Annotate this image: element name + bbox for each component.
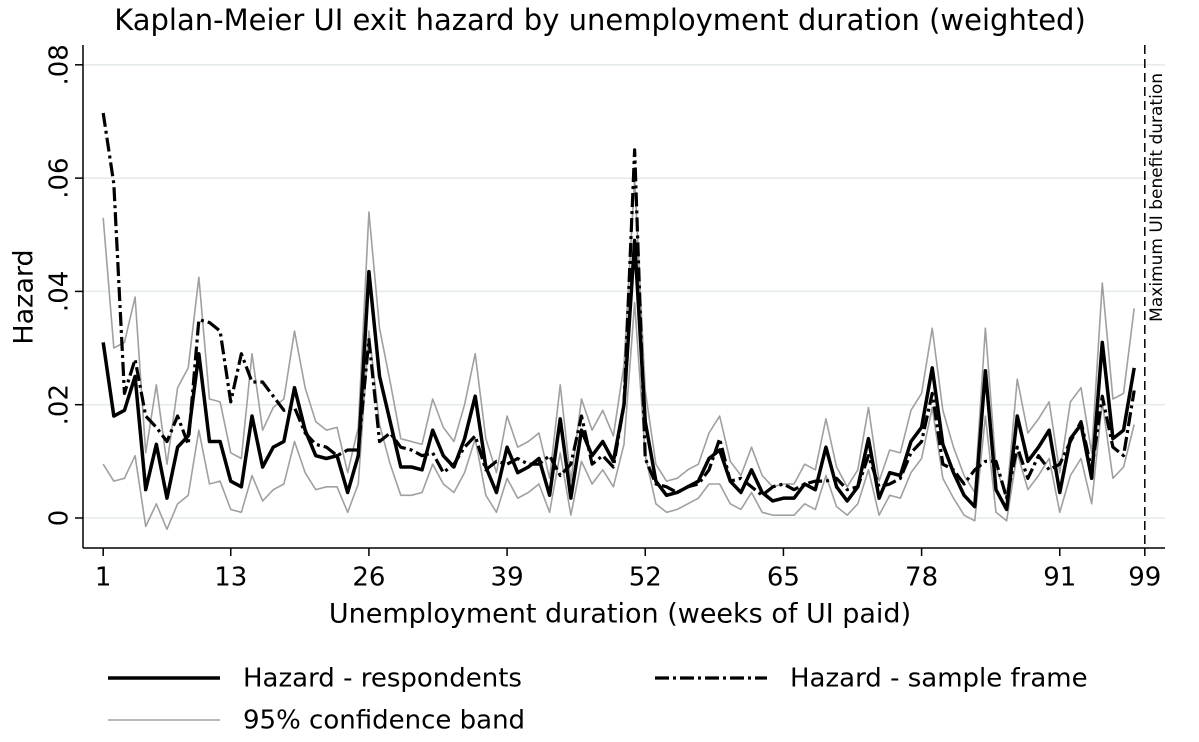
line (101, 238, 1136, 512)
y-tick-label: .02 (45, 384, 75, 425)
legend-label: Hazard - sample frame (790, 664, 1088, 694)
x-tick-label: 65 (767, 563, 800, 593)
x-tick-label: 13 (214, 563, 247, 593)
y-axis-label: Hazard (9, 249, 40, 344)
legend-label: 95% confidence band (243, 706, 525, 736)
band-upper (102, 177, 1135, 499)
band-lower (102, 301, 1135, 531)
x-tick-label: 78 (905, 563, 938, 593)
x-tick-label: 52 (629, 563, 662, 593)
y-tick-label: .08 (45, 44, 75, 85)
chart-title: Kaplan-Meier UI exit hazard by unemploym… (114, 3, 1086, 37)
x-axis-label: Unemployment duration (weeks of UI paid) (329, 599, 911, 630)
y-tick-label: .06 (45, 157, 75, 198)
y-tick-label: 0 (45, 510, 75, 527)
line (101, 112, 1136, 500)
x-tick-label: 91 (1043, 563, 1076, 593)
legend-label: Hazard - respondents (243, 664, 522, 694)
x-tick-label: 99 (1128, 563, 1161, 593)
annotation: Maximum UI benefit duration (1147, 73, 1167, 322)
x-tick-label: 39 (491, 563, 524, 593)
y-tick-label: .04 (45, 271, 75, 312)
x-tick-label: 1 (95, 563, 112, 593)
x-tick-label: 26 (352, 563, 385, 593)
